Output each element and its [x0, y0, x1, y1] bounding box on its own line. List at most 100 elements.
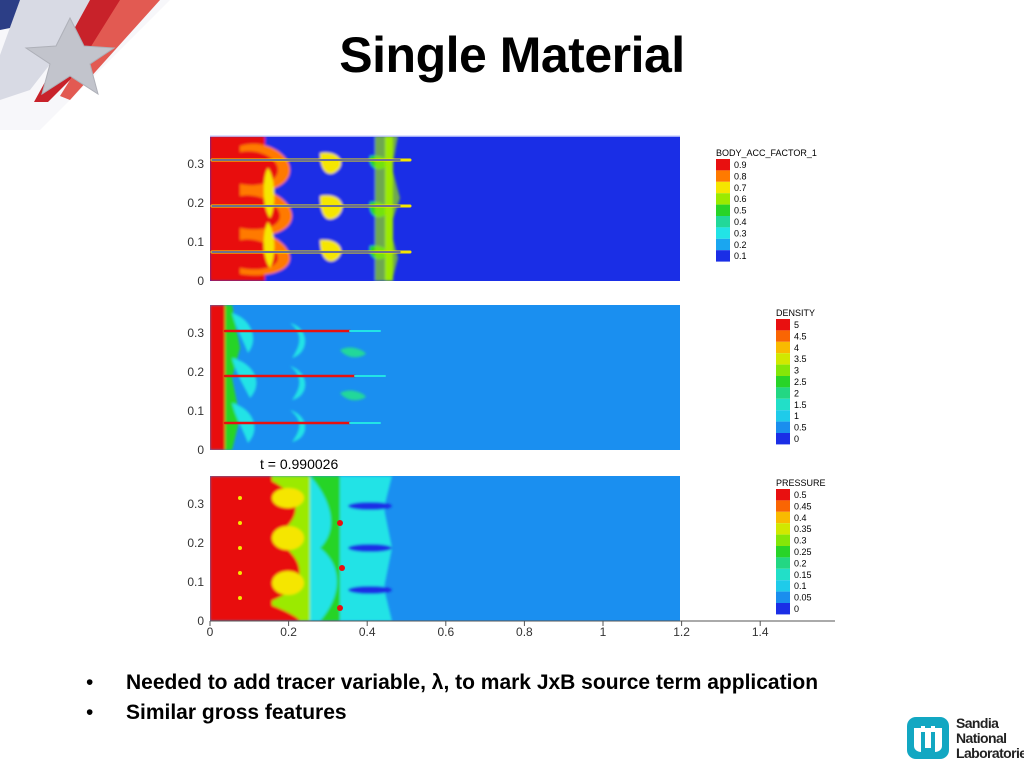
- legend-level-label: 5: [794, 320, 799, 330]
- legend-level-label: 0.45: [794, 501, 812, 511]
- x-tick-label: 0.8: [516, 625, 533, 639]
- legend-swatch: [716, 216, 730, 228]
- legend-swatch: [776, 433, 790, 445]
- legend-level-label: 0: [794, 434, 799, 444]
- slide-title: Single Material: [339, 27, 685, 83]
- simulation-figure: t = 0.990026 00.10.20.300.10.20.300.10.2…: [187, 135, 835, 639]
- legend-level-label: 0.4: [734, 217, 747, 227]
- bullet-item: • Needed to add tracer variable, λ, to m…: [86, 668, 818, 698]
- sandia-thunderbird-icon: [907, 717, 949, 759]
- bullet-text: Similar gross features: [126, 701, 347, 724]
- legend-level-label: 4: [794, 343, 799, 353]
- logo-line: Laboratories: [956, 745, 1024, 761]
- legend-swatch: [776, 387, 790, 399]
- legend-level-label: 3: [794, 366, 799, 376]
- legend-swatch: [716, 159, 730, 171]
- x-tick-label: 0.2: [280, 625, 297, 639]
- logo-line: National: [956, 730, 1007, 746]
- logo-text: Sandia National Laboratories: [956, 716, 1024, 761]
- legend-level-label: 0.5: [734, 206, 747, 216]
- legend-level-label: 0.3: [794, 536, 807, 546]
- legend-level-label: 0.6: [734, 194, 747, 204]
- x-tick-label: 1.2: [673, 625, 690, 639]
- legend-level-label: 0: [794, 604, 799, 614]
- legend-swatch: [776, 364, 790, 376]
- legend-swatch: [776, 341, 790, 354]
- legend-swatch: [776, 557, 790, 569]
- contour-panel-pressure: [210, 476, 680, 621]
- legend-swatch: [776, 534, 790, 546]
- legend-swatch: [776, 398, 790, 411]
- legend-swatch: [776, 580, 790, 592]
- y-tick-label: 0: [197, 443, 204, 457]
- legend-swatch: [776, 546, 790, 558]
- legend-swatch: [776, 330, 790, 342]
- logo-line: Sandia: [956, 715, 999, 731]
- flag-star-icon: [0, 0, 170, 130]
- legend-level-label: 0.4: [794, 513, 807, 523]
- legend-swatch: [716, 227, 730, 239]
- y-tick-label: 0: [197, 614, 204, 628]
- bullet-list: • Needed to add tracer variable, λ, to m…: [86, 668, 818, 728]
- legend-level-label: 0.8: [734, 171, 747, 181]
- x-tick-label: 0.4: [359, 625, 376, 639]
- legend-level-label: 0.7: [734, 183, 747, 193]
- legend-swatch: [716, 193, 730, 205]
- legend-title: DENSITY: [776, 308, 815, 318]
- legend-level-label: 0.25: [794, 547, 812, 557]
- y-tick-label: 0.3: [187, 326, 204, 340]
- contour-panel-density: [210, 305, 680, 450]
- legend-swatch: [776, 421, 790, 433]
- y-tick-label: 0.1: [187, 235, 204, 249]
- y-tick-label: 0: [197, 274, 204, 288]
- legend-level-label: 2: [794, 388, 799, 398]
- legend-swatch: [716, 181, 730, 194]
- time-label: t = 0.990026: [260, 456, 338, 472]
- legend-swatch: [776, 353, 790, 365]
- legend-level-label: 0.35: [794, 524, 812, 534]
- legend-swatch: [716, 250, 730, 262]
- legend-level-label: 0.2: [734, 240, 747, 250]
- legend-level-label: 2.5: [794, 377, 807, 387]
- legend-swatch: [776, 489, 790, 501]
- bullet-dot: •: [86, 701, 94, 724]
- legend-level-label: 0.9: [734, 160, 747, 170]
- bullet-dot: •: [86, 671, 94, 694]
- legend-density: DENSITY 54.5 43.5 32.52 1.51 0.50: [776, 308, 815, 445]
- legend-swatch: [716, 238, 730, 251]
- sandia-logo: Sandia National Laboratories: [906, 716, 1024, 764]
- legend-level-label: 0.1: [794, 581, 807, 591]
- legend-swatch: [776, 523, 790, 535]
- legend-swatch: [776, 511, 790, 524]
- legend-level-label: 0.2: [794, 558, 807, 568]
- legend-level-label: 0.05: [794, 593, 812, 603]
- y-tick-label: 0.2: [187, 196, 204, 210]
- y-tick-label: 0.3: [187, 157, 204, 171]
- legend-level-label: 1.5: [794, 400, 807, 410]
- legend-level-label: 0.3: [734, 228, 747, 238]
- legend-level-label: 4.5: [794, 331, 807, 341]
- x-tick-label: 0: [207, 625, 214, 639]
- legend-swatch: [776, 568, 790, 581]
- legend-swatch: [776, 376, 790, 388]
- bullet-item: • Similar gross features: [86, 698, 818, 728]
- legend-level-label: 1: [794, 411, 799, 421]
- legend-level-label: 0.1: [734, 251, 747, 261]
- legend-swatch: [776, 500, 790, 512]
- legend-swatch: [776, 319, 790, 331]
- y-tick-label: 0.2: [187, 365, 204, 379]
- y-tick-label: 0.1: [187, 404, 204, 418]
- legend-pressure: PRESSURE 0.50.45 0.40.35 0.30.250.2 0.150.1 0…: [776, 478, 826, 615]
- x-tick-label: 1.4: [752, 625, 769, 639]
- contour-panel-body-acc-factor: [210, 136, 680, 281]
- legend-level-label: 0.5: [794, 423, 807, 433]
- legend-swatch: [776, 591, 790, 603]
- legend-swatch: [716, 204, 730, 216]
- y-tick-label: 0.3: [187, 497, 204, 511]
- x-tick-label: 1: [600, 625, 607, 639]
- y-tick-label: 0.1: [187, 575, 204, 589]
- legend-level-label: 0.5: [794, 490, 807, 500]
- x-tick-label: 0.6: [437, 625, 454, 639]
- y-tick-label: 0.2: [187, 536, 204, 550]
- legend-body-acc-factor-1: BODY_ACC_FACTOR_1 0.90.8 0.70.6 0.50.40.3 0.…: [716, 148, 817, 262]
